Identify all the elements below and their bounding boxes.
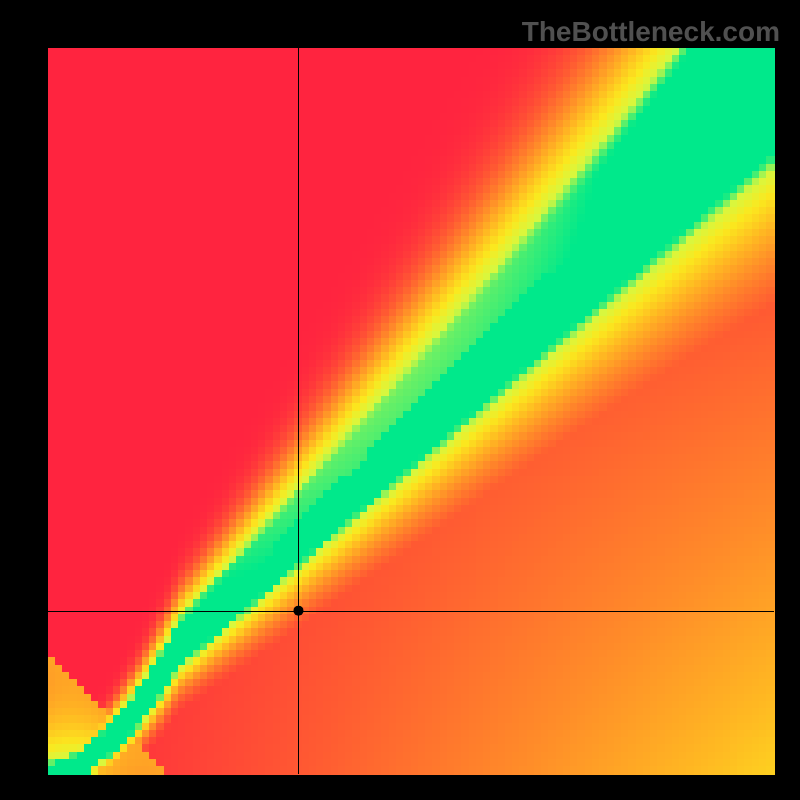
chart-container: TheBottleneck.com xyxy=(0,0,800,800)
watermark-text: TheBottleneck.com xyxy=(522,16,780,48)
bottleneck-heatmap xyxy=(0,0,800,800)
